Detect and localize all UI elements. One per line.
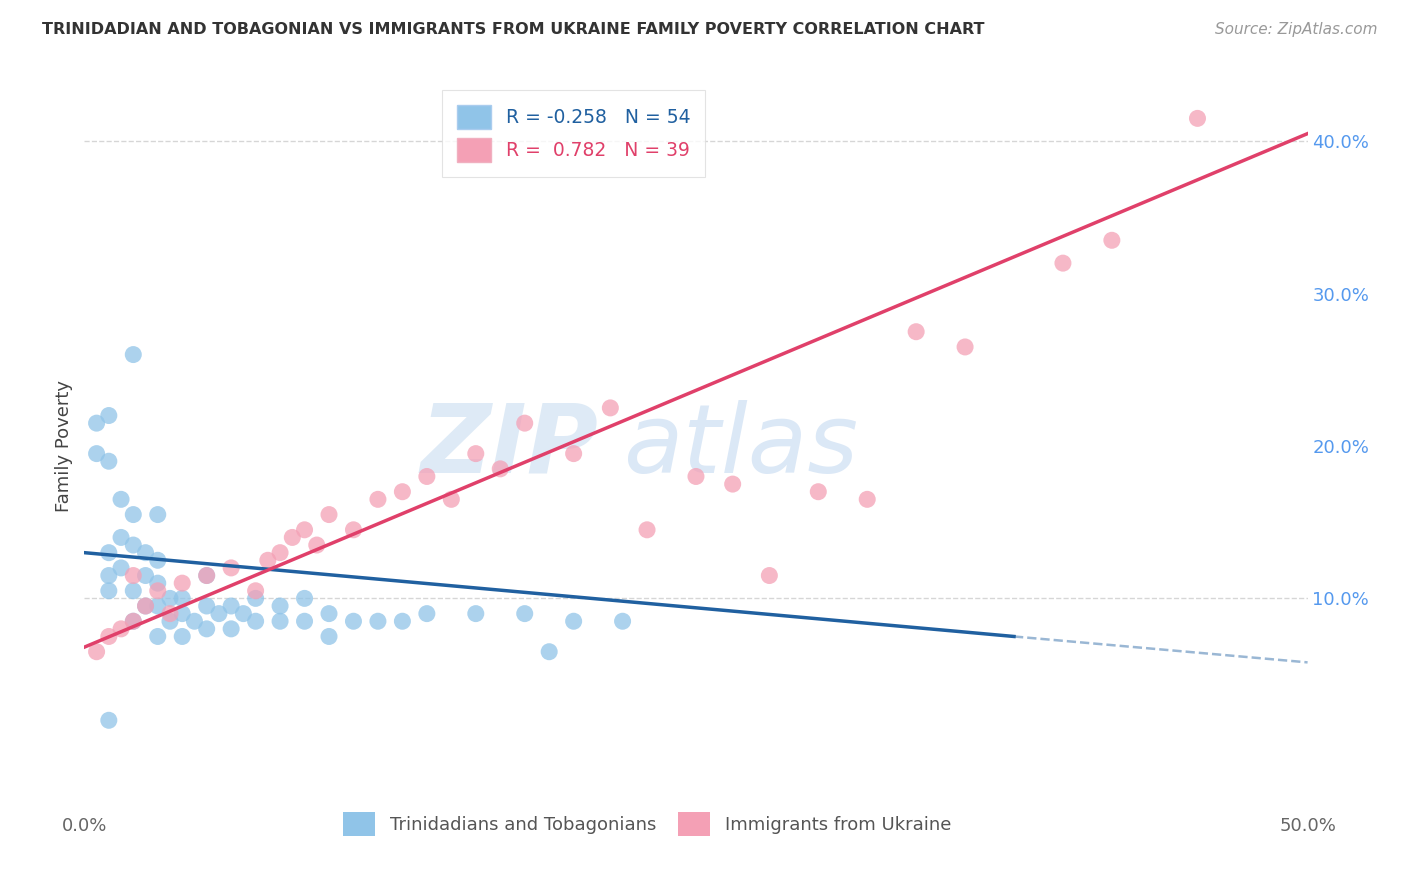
Point [905,325,928,339]
Point [219,561,242,575]
Point [195,622,218,636]
Point [122,614,145,628]
Point [245,614,267,628]
Point [172,630,194,644]
Point [97,546,120,560]
Point [86,416,108,430]
Point [159,614,181,628]
Point [146,508,169,522]
Point [685,469,707,483]
Point [122,508,145,522]
Point [146,583,169,598]
Point [391,484,413,499]
Point [269,614,291,628]
Point [110,622,132,636]
Point [318,508,340,522]
Point [122,347,145,362]
Point [367,614,389,628]
Point [538,645,561,659]
Y-axis label: Family Poverty: Family Poverty [55,380,73,512]
Point [135,546,157,560]
Text: TRINIDADIAN AND TOBAGONIAN VS IMMIGRANTS FROM UKRAINE FAMILY POVERTY CORRELATION: TRINIDADIAN AND TOBAGONIAN VS IMMIGRANTS… [42,22,984,37]
Point [195,568,218,582]
Point [807,484,830,499]
Point [208,607,231,621]
Point [257,553,280,567]
Point [159,591,181,606]
Point [391,614,413,628]
Point [122,568,145,582]
Point [110,492,132,507]
Legend: Trinidadians and Tobagonians, Immigrants from Ukraine: Trinidadians and Tobagonians, Immigrants… [336,805,959,843]
Point [269,599,291,613]
Text: ZIP: ZIP [420,400,598,492]
Point [122,614,145,628]
Point [562,447,585,461]
Point [86,447,108,461]
Point [97,568,120,582]
Point [97,409,120,423]
Point [172,591,194,606]
Point [294,614,316,628]
Point [183,614,205,628]
Point [146,553,169,567]
Point [342,523,364,537]
Point [135,599,157,613]
Point [636,523,658,537]
Point [489,462,512,476]
Point [195,568,218,582]
Point [367,492,389,507]
Point [721,477,744,491]
Point [97,583,120,598]
Point [86,645,108,659]
Point [318,607,340,621]
Point [440,492,463,507]
Point [1052,256,1074,270]
Point [953,340,976,354]
Point [245,583,267,598]
Point [464,607,486,621]
Point [342,614,364,628]
Point [97,714,120,728]
Point [281,530,304,544]
Point [97,630,120,644]
Point [172,576,194,591]
Text: atlas: atlas [623,400,858,492]
Point [562,614,585,628]
Point [513,416,536,430]
Text: Source: ZipAtlas.com: Source: ZipAtlas.com [1215,22,1378,37]
Point [195,599,218,613]
Point [219,622,242,636]
Point [219,599,242,613]
Point [146,576,169,591]
Point [294,523,316,537]
Point [122,583,145,598]
Point [159,607,181,621]
Point [464,447,486,461]
Point [416,469,439,483]
Point [612,614,634,628]
Point [269,546,291,560]
Point [135,568,157,582]
Point [245,591,267,606]
Point [416,607,439,621]
Point [305,538,328,552]
Point [110,561,132,575]
Point [122,538,145,552]
Point [294,591,316,606]
Point [758,568,780,582]
Point [172,607,194,621]
Point [110,530,132,544]
Point [97,454,120,468]
Point [232,607,254,621]
Point [513,607,536,621]
Point [135,599,157,613]
Point [146,630,169,644]
Point [1187,112,1209,126]
Point [856,492,879,507]
Point [146,599,169,613]
Point [1101,233,1123,247]
Point [599,401,621,415]
Point [318,630,340,644]
